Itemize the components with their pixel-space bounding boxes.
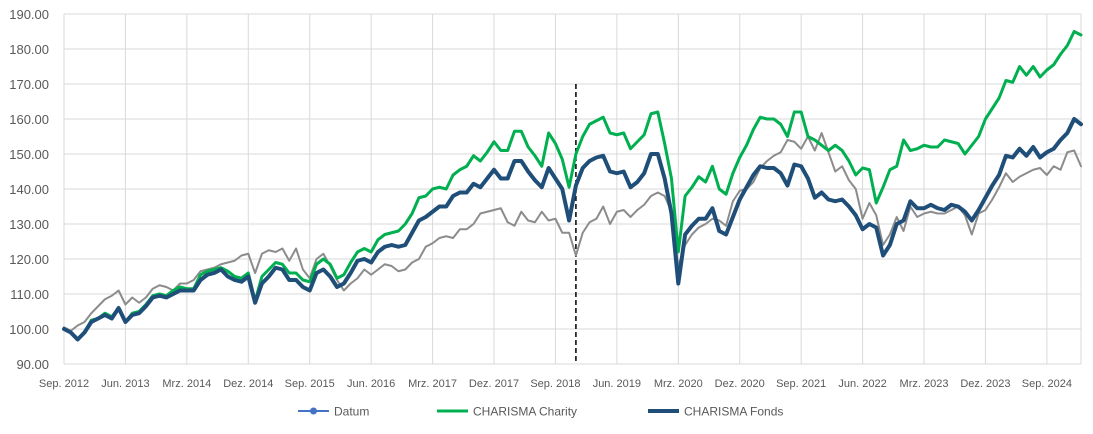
legend-marker bbox=[310, 407, 317, 415]
legend-label: Datum bbox=[334, 405, 369, 419]
y-tick-label: 190.00 bbox=[9, 7, 49, 22]
legend-item: Datum bbox=[298, 405, 369, 419]
y-tick-label: 160.00 bbox=[9, 112, 49, 127]
x-tick-label: Dez. 2020 bbox=[715, 378, 765, 390]
x-tick-label: Sep. 2021 bbox=[776, 378, 826, 390]
y-axis-tick-labels: 90.00 100.00 110.00 120.00 130.00 140.00 150.0… bbox=[9, 7, 49, 372]
y-tick-label: 100.00 bbox=[9, 322, 49, 337]
legend-item: CHARISMA Charity bbox=[437, 405, 577, 419]
x-tick-label: Mrz. 2014 bbox=[162, 378, 211, 390]
x-tick-label: Jun. 2013 bbox=[101, 378, 149, 390]
x-tick-label: Jun. 2019 bbox=[593, 378, 641, 390]
x-tick-label: Sep. 2018 bbox=[530, 378, 580, 390]
x-tick-label: Sep. 2015 bbox=[285, 378, 335, 390]
legend-label: CHARISMA Charity bbox=[473, 405, 577, 419]
y-tick-label: 120.00 bbox=[9, 252, 49, 267]
x-tick-label: Mrz. 2017 bbox=[408, 378, 457, 390]
y-tick-label: 110.00 bbox=[10, 287, 49, 302]
x-tick-label: Dez. 2014 bbox=[223, 378, 273, 390]
y-tick-label: 180.00 bbox=[9, 42, 49, 57]
y-tick-label: 130.00 bbox=[9, 217, 49, 232]
y-tick-label: 170.00 bbox=[9, 77, 49, 92]
y-tick-label: 150.00 bbox=[9, 147, 49, 162]
x-tick-label: Jun. 2016 bbox=[347, 378, 395, 390]
y-tick-label: 90.00 bbox=[16, 357, 49, 372]
series-line-1 bbox=[63, 132, 1082, 332]
y-tick-label: 140.00 bbox=[9, 182, 49, 197]
series-lines bbox=[62, 30, 1083, 342]
grid-lines bbox=[63, 13, 1082, 365]
legend-item: CHARISMA Fonds bbox=[648, 405, 783, 419]
x-tick-label: Sep. 2024 bbox=[1022, 378, 1072, 390]
x-tick-label: Dez. 2023 bbox=[960, 378, 1010, 390]
x-tick-label: Jun. 2022 bbox=[838, 378, 886, 390]
x-tick-label: Mrz. 2020 bbox=[654, 378, 703, 390]
x-axis-tick-labels: Sep. 2012 Jun. 2013 Mrz. 2014 Dez. 2014 Sep.… bbox=[39, 378, 1072, 390]
x-tick-label: Dez. 2017 bbox=[469, 378, 519, 390]
legend-label: CHARISMA Fonds bbox=[684, 405, 783, 419]
x-tick-label: Mrz. 2023 bbox=[900, 378, 949, 390]
series-line-3 bbox=[62, 117, 1083, 342]
x-tick-label: Sep. 2012 bbox=[39, 378, 89, 390]
series-line-2 bbox=[62, 30, 1083, 341]
legend: Datum CHARISMA Charity CHARISMA Fonds bbox=[298, 405, 783, 419]
